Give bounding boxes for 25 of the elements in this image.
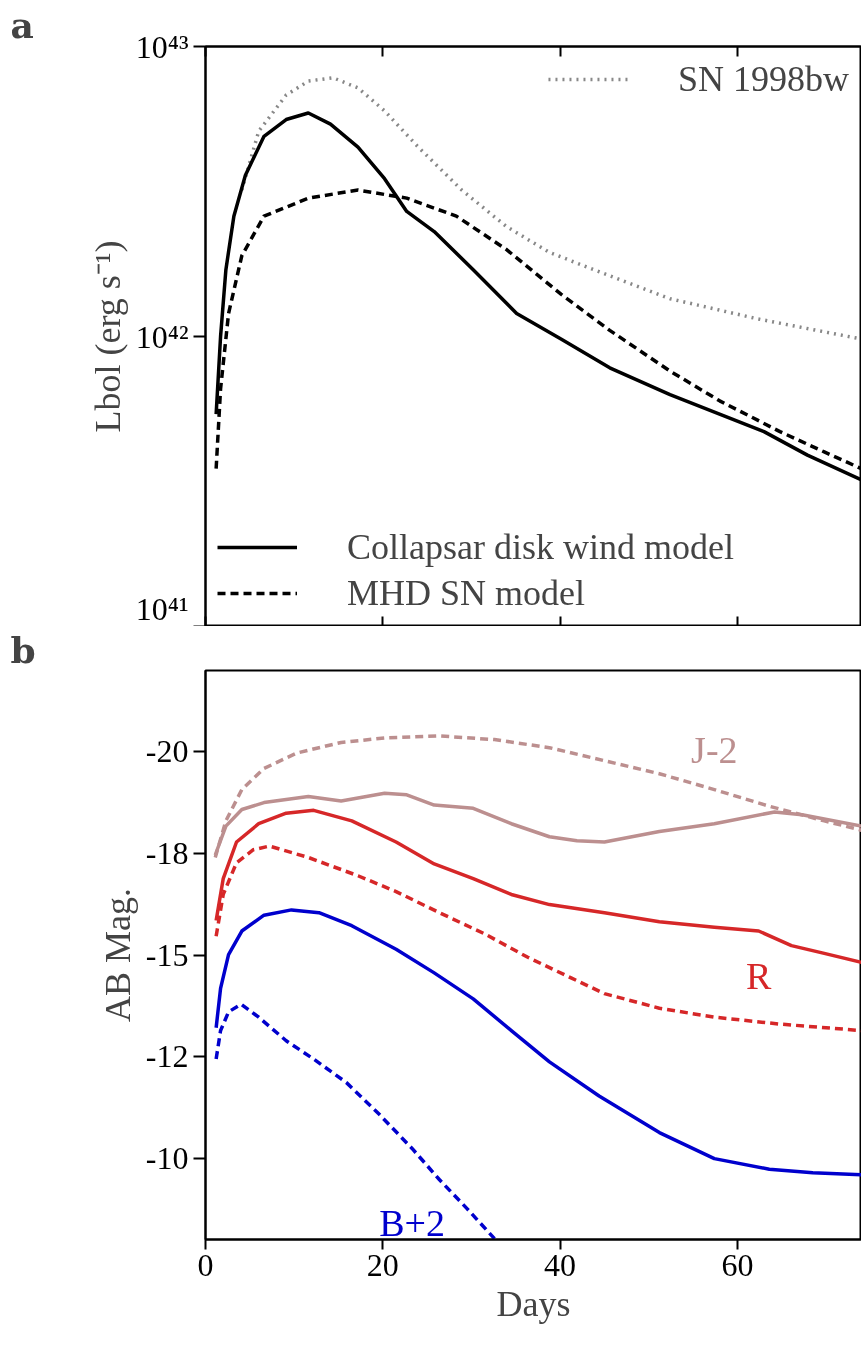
- y-tick-label: -12: [145, 1038, 189, 1075]
- line-series: [214, 908, 861, 1177]
- x-tick-label: 0: [197, 1246, 214, 1283]
- line-series: [214, 1002, 497, 1240]
- series-label: J-2: [691, 728, 738, 771]
- x-tick-label: 20: [366, 1246, 399, 1283]
- chart-title: a: [10, 3, 34, 46]
- chart-title: b: [10, 628, 36, 671]
- series-label: R: [745, 955, 772, 998]
- y-axis-title: Lbol (erg s⁻¹): [87, 240, 128, 433]
- legend-label: Collapsar disk wind model: [347, 526, 734, 568]
- x-axis-title: Days: [496, 1283, 571, 1324]
- series-label: B+2: [379, 1202, 445, 1245]
- x-tick-label: 40: [544, 1246, 577, 1283]
- y-tick-label: -18: [145, 834, 189, 871]
- x-tick-label: 60: [721, 1246, 754, 1283]
- y-axis-title: AB Mag.: [97, 888, 138, 1022]
- legend-label: SN 1998bw: [677, 58, 849, 100]
- legend-label: MHD SN model: [347, 572, 586, 614]
- y-tick-label: 10⁴³: [135, 28, 189, 65]
- y-tick-label: -10: [145, 1139, 189, 1176]
- y-tick-label: 10⁴²: [135, 318, 189, 355]
- y-tick-label: -15: [145, 936, 189, 973]
- y-tick-label: -20: [145, 733, 189, 770]
- y-tick-label: 10⁴¹: [135, 590, 189, 627]
